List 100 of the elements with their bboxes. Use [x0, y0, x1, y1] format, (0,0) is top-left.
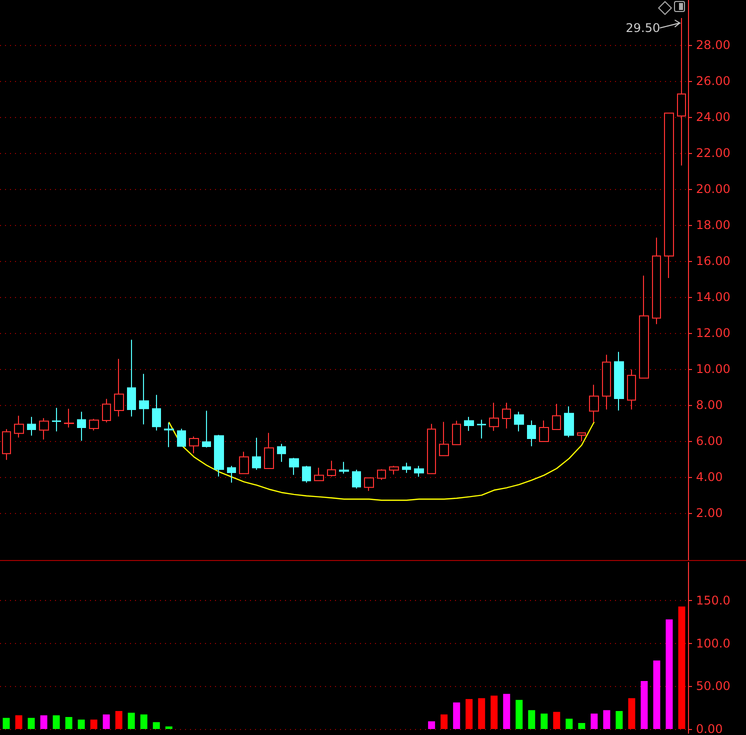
candlestick: [552, 403, 561, 430]
y-tick-label: 10.00: [696, 362, 730, 376]
candlestick: [89, 418, 99, 432]
candlestick: [102, 398, 111, 423]
bar: [78, 720, 85, 729]
candlestick: [589, 384, 599, 423]
bar: [566, 718, 573, 729]
bar: [678, 606, 686, 729]
candlestick: [39, 418, 49, 440]
bar: [165, 726, 172, 729]
candlestick: [314, 467, 324, 482]
candlestick: [602, 354, 611, 410]
bar: [616, 711, 623, 729]
y-tick-label: 100.0: [696, 636, 730, 650]
candlestick: [614, 351, 624, 412]
candlestick: [114, 358, 124, 417]
candlestick: [652, 237, 661, 325]
bar: [590, 714, 598, 729]
candlestick: [252, 437, 261, 470]
candlestick: [564, 406, 574, 438]
bar: [653, 660, 660, 729]
bar: [628, 698, 636, 729]
bar: [528, 710, 536, 729]
bar: [516, 700, 523, 729]
y-tick-label: 22.00: [696, 146, 730, 160]
candlestick: [502, 402, 511, 430]
candlestick: [189, 436, 199, 454]
candlestick: [389, 465, 399, 475]
y-tick-label: 8.00: [696, 398, 723, 412]
candlestick: [2, 428, 11, 460]
candlestick: [214, 434, 224, 477]
candlestick: [64, 408, 74, 428]
y-tick-label: 20.00: [696, 182, 730, 196]
candlestick: [14, 415, 24, 438]
annotation: 29.50: [626, 21, 660, 36]
candlestick: [327, 460, 336, 477]
bar: [466, 699, 473, 729]
candlestick: [27, 416, 36, 436]
bar: [15, 715, 22, 729]
bar: [140, 714, 148, 729]
bar: [128, 712, 135, 729]
candlestick: [227, 465, 236, 484]
bar: [28, 718, 35, 729]
candlestick: [202, 410, 211, 448]
candlestick: [527, 420, 536, 447]
bar: [666, 619, 673, 729]
y-tick-label: 28.00: [696, 38, 730, 52]
candlestick: [239, 451, 249, 474]
bar: [440, 714, 448, 729]
candlestick: [277, 443, 286, 462]
candlestick: [477, 419, 486, 439]
candlestick: [427, 423, 436, 474]
y-tick-label: 12.00: [696, 326, 730, 340]
y-tick-label: 26.00: [696, 74, 730, 88]
candlestick: [414, 465, 424, 478]
y-tick-label: 4.00: [696, 470, 723, 484]
bar: [553, 712, 560, 729]
bar: [90, 720, 98, 729]
candlestick: [577, 432, 586, 442]
bar: [453, 702, 460, 729]
candlestick: [402, 462, 411, 474]
bar: [478, 698, 486, 729]
bar: [503, 694, 510, 729]
bar: [540, 714, 548, 729]
line-series: [168, 421, 595, 501]
candlestick: [152, 394, 161, 432]
bar: [52, 715, 60, 729]
bar: [102, 714, 110, 729]
candlestick: [514, 411, 524, 432]
candlestick: [677, 18, 686, 166]
y-tick-label: 2.00: [696, 506, 723, 520]
candlestick: [77, 411, 86, 442]
bar: [578, 723, 586, 729]
candlestick: [289, 457, 299, 476]
y-tick-label: 16.00: [696, 254, 730, 268]
y-tick-label: 150.0: [696, 594, 730, 608]
y-tick-label: 24.00: [696, 110, 730, 124]
bar: [490, 696, 498, 729]
candlestick: [139, 373, 149, 425]
candlestick: [439, 421, 449, 456]
bar: [65, 717, 72, 729]
candlestick: [539, 420, 549, 442]
candlestick: [52, 407, 61, 432]
candlestick: [352, 469, 361, 490]
candlestick: [664, 112, 674, 279]
bar: [428, 721, 436, 729]
y-tick-label: 0.00: [696, 722, 723, 735]
bar: [603, 710, 610, 729]
y-tick-label: 18.00: [696, 218, 730, 232]
y-tick-label: 6.00: [696, 434, 723, 448]
y-tick-label: 50.00: [696, 679, 730, 694]
candlestick: [177, 428, 186, 448]
candlestick: [464, 416, 474, 432]
candlestick: [377, 468, 386, 480]
bar: [40, 715, 48, 729]
candlestick: [489, 402, 499, 432]
bar: [115, 711, 122, 729]
y-tick-label: 14.00: [696, 290, 730, 304]
candlestick: [264, 432, 274, 470]
bar: [152, 722, 160, 729]
